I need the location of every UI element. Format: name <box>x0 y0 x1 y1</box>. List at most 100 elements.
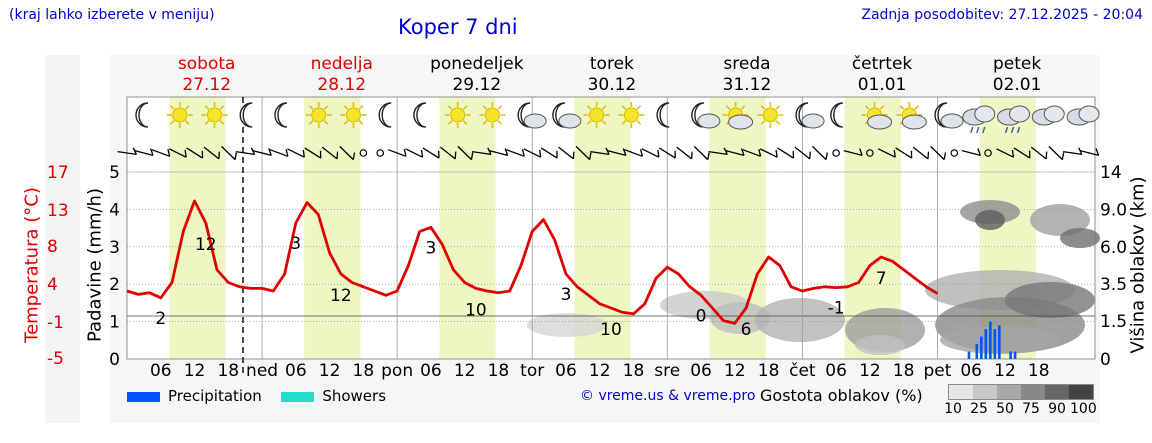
wind-barb <box>693 145 710 161</box>
wind-calm <box>866 149 874 157</box>
sun-disc <box>206 107 222 123</box>
barb-flag <box>218 151 221 159</box>
sun-ray <box>308 105 314 110</box>
day-name: petek <box>993 54 1041 74</box>
moon-icon <box>656 102 670 128</box>
day-name: torek <box>590 54 634 74</box>
sun-disc <box>345 107 361 123</box>
cloud-shape <box>1043 105 1065 123</box>
precip-bar <box>967 351 971 359</box>
barb-shaft <box>1080 150 1099 156</box>
temp-tick: 4 <box>47 275 58 295</box>
wind-barb <box>676 146 693 160</box>
sun-icon <box>166 102 193 128</box>
sun-icon <box>444 102 471 128</box>
cloud-shape <box>1009 105 1031 123</box>
sun-ray <box>169 120 175 125</box>
barb-flag <box>1061 152 1065 160</box>
precip-bar <box>1009 351 1012 359</box>
barb-flag <box>1011 149 1015 158</box>
hour-label: 18 <box>893 361 915 381</box>
cloud-tick: 3.5 <box>1100 275 1127 295</box>
density-swatch <box>1069 385 1093 399</box>
moon-icon <box>135 102 149 128</box>
barb-shaft <box>912 146 929 160</box>
barb-shaft <box>961 150 981 156</box>
hour-label: 12 <box>994 361 1016 381</box>
wind-barb <box>506 149 525 157</box>
barb-flag <box>622 148 627 156</box>
barb-shaft <box>472 150 492 156</box>
wind-barb <box>339 145 356 161</box>
sun-ray <box>219 120 225 125</box>
sun-ray <box>184 105 190 110</box>
day-date: 27.12 <box>182 75 231 95</box>
legend-precipitation: Precipitation <box>168 387 262 405</box>
barb-flag <box>572 151 575 159</box>
barb-shaft <box>168 148 187 158</box>
wind-barb <box>439 146 457 160</box>
cloud-shape <box>523 113 547 129</box>
precip-bar <box>975 344 979 359</box>
wind-calm <box>984 149 992 157</box>
precip-bar <box>980 336 983 359</box>
barb-shaft <box>203 146 220 160</box>
wind-calm <box>376 149 385 157</box>
barb-flag <box>775 149 778 158</box>
barb-shaft <box>117 150 137 156</box>
sun-ray <box>586 105 592 110</box>
sun-ray <box>482 120 488 125</box>
cloud-icon <box>1031 105 1065 126</box>
sun-ray <box>204 105 210 110</box>
sun-ray <box>204 120 210 125</box>
barb-flag <box>302 149 305 158</box>
barb-flag <box>1045 151 1048 159</box>
credit-link[interactable]: © vreme.us & vreme.pro <box>580 388 756 404</box>
sun-ray <box>621 120 627 125</box>
sun-ray <box>775 120 781 125</box>
wind-barb <box>930 145 947 161</box>
barb-shaft <box>693 145 709 161</box>
density-tick: 50 <box>996 401 1014 417</box>
chart-title: Koper 7 dni <box>398 15 518 39</box>
sun-ray <box>358 120 364 125</box>
sun-disc <box>762 107 778 123</box>
day-date: 29.12 <box>452 75 501 95</box>
cloud-shape <box>801 113 825 129</box>
barb-shaft <box>439 146 456 160</box>
density-swatch <box>1021 385 1045 399</box>
barb-shaft <box>742 149 761 157</box>
wind-barb <box>895 147 913 159</box>
barb-shaft <box>895 147 913 159</box>
barb-flag <box>825 152 828 160</box>
cloud-area <box>1005 282 1095 318</box>
barb-shaft <box>930 145 945 161</box>
hour-label: 06 <box>825 361 847 381</box>
sun-disc <box>311 107 327 123</box>
precip-bar <box>989 321 992 359</box>
barb-shaft <box>658 147 676 159</box>
day-short-label: pet <box>923 361 951 381</box>
legend-showers: Showers <box>322 387 387 405</box>
day-name: sreda <box>723 54 770 74</box>
day-date: 02.01 <box>993 75 1042 95</box>
barb-flag <box>470 152 474 160</box>
density-scale <box>948 384 1094 400</box>
temp-label: 3 <box>966 0 977 5</box>
region-hint: (kraj lahko izberete v meniju) <box>9 7 215 23</box>
cloud-area <box>1030 204 1090 236</box>
hour-label: 18 <box>353 361 375 381</box>
wind-barb <box>843 148 863 156</box>
precip-swatch <box>127 391 160 402</box>
cloud-shape <box>558 113 582 129</box>
barb-flag <box>1028 150 1031 159</box>
wind-barb <box>1048 145 1065 161</box>
barb-shaft <box>607 150 626 156</box>
moon-shape <box>656 102 670 128</box>
wind-barb <box>624 149 644 157</box>
wind-barb <box>457 145 474 161</box>
precip-tick: 3 <box>109 238 120 258</box>
wind-barb <box>742 149 762 157</box>
sun-ray <box>323 105 329 110</box>
